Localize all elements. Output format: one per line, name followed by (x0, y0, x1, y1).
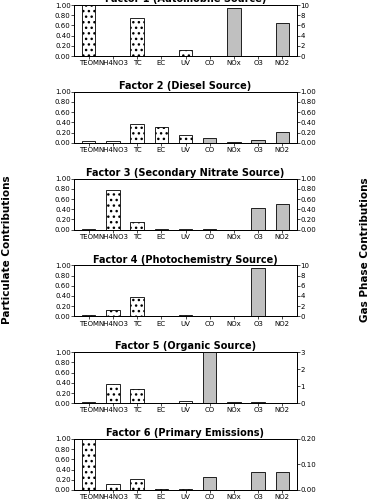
Bar (276, 23, 289, 56)
Bar (179, 50, 192, 56)
Bar (82, 228, 95, 230)
Bar (155, 229, 168, 230)
Bar (203, 352, 216, 403)
Text: Gas Phase Contributions: Gas Phase Contributions (360, 178, 370, 322)
Bar (106, 384, 119, 403)
Bar (203, 477, 216, 490)
Bar (276, 132, 289, 143)
Bar (252, 140, 265, 143)
Title: Factor 6 (Primary Emissions): Factor 6 (Primary Emissions) (106, 428, 265, 438)
Bar (179, 134, 192, 143)
Bar (252, 402, 265, 403)
Bar (106, 310, 119, 316)
Bar (82, 142, 95, 143)
Bar (252, 472, 265, 490)
Bar (227, 142, 240, 143)
Bar (131, 297, 144, 316)
Bar (252, 208, 265, 230)
Bar (106, 190, 119, 230)
Bar (155, 402, 168, 403)
Bar (252, 268, 265, 316)
Title: Factor 1 (Automobile Source): Factor 1 (Automobile Source) (105, 0, 266, 4)
Bar (179, 228, 192, 230)
Bar (131, 479, 144, 490)
Bar (82, 439, 95, 490)
Text: Particulate Contributions: Particulate Contributions (2, 176, 12, 324)
Bar (82, 402, 95, 403)
Bar (131, 222, 144, 230)
Bar (179, 315, 192, 316)
Bar (131, 124, 144, 143)
Bar (131, 390, 144, 403)
Bar (106, 142, 119, 143)
Bar (106, 484, 119, 490)
Bar (227, 402, 240, 403)
Bar (203, 228, 216, 230)
Title: Factor 3 (Secondary Nitrate Source): Factor 3 (Secondary Nitrate Source) (86, 168, 285, 178)
Title: Factor 5 (Organic Source): Factor 5 (Organic Source) (115, 342, 256, 351)
Bar (155, 126, 168, 143)
Bar (276, 472, 289, 490)
Title: Factor 4 (Photochemistry Source): Factor 4 (Photochemistry Source) (93, 254, 278, 264)
Bar (276, 204, 289, 230)
Bar (179, 401, 192, 403)
Title: Factor 2 (Diesel Source): Factor 2 (Diesel Source) (119, 81, 252, 91)
Bar (227, 8, 240, 56)
Bar (203, 138, 216, 143)
Bar (82, 5, 95, 56)
Bar (131, 18, 144, 56)
